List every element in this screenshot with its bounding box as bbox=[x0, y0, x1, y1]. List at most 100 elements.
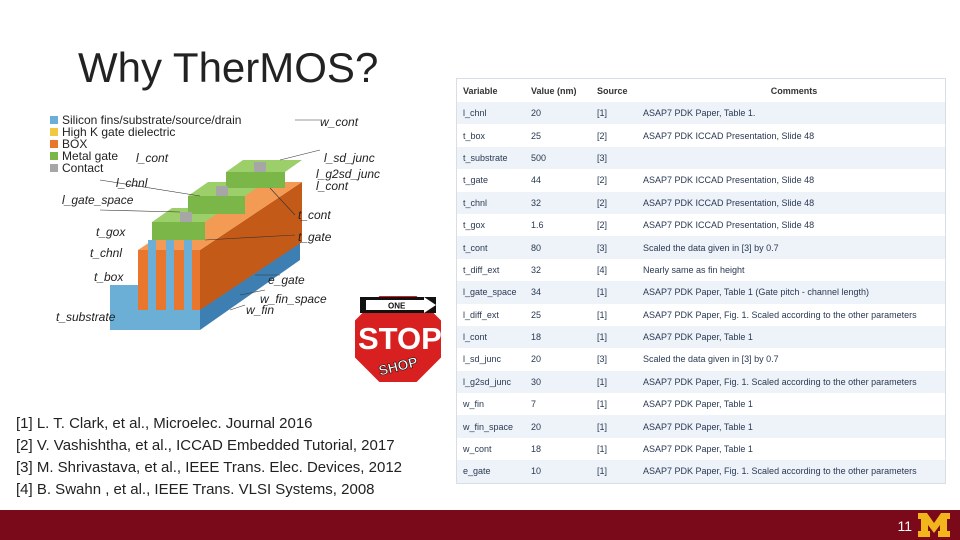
university-m-logo bbox=[918, 513, 950, 537]
label-t-gox: t_gox bbox=[96, 225, 126, 239]
cell-comments: ASAP7 PDK ICCAD Presentation, Slide 48 bbox=[643, 197, 815, 208]
cell-variable: l_sd_junc bbox=[463, 354, 502, 365]
label-l-sd-junc: l_sd_junc bbox=[324, 151, 375, 165]
cell-value: 30 bbox=[531, 376, 542, 387]
cell-variable: t_gox bbox=[463, 220, 486, 231]
cell-source: [3] bbox=[597, 242, 608, 253]
cell-value: 10 bbox=[531, 466, 542, 477]
cell-comments: Scaled the data given in [3] by 0.7 bbox=[643, 242, 779, 253]
cell-comments: Nearly same as fin height bbox=[643, 264, 745, 275]
cell-source: [1] bbox=[597, 399, 608, 410]
cell-source: [2] bbox=[597, 197, 608, 208]
cell-value: 32 bbox=[531, 264, 542, 275]
table-row: w_fin_space 20 [1] ASAP7 PDK Paper, Table 1 bbox=[457, 415, 945, 438]
cell-variable: l_g2sd_junc bbox=[463, 376, 512, 387]
cell-source: [1] bbox=[597, 376, 608, 387]
label-t-substrate: t_substrate bbox=[56, 310, 116, 324]
cell-source: [1] bbox=[597, 309, 608, 320]
stop-text: STOP bbox=[358, 321, 442, 356]
finfet-diagram: Silicon fins/substrate/source/drain High… bbox=[50, 113, 380, 330]
label-w-fin: w_fin bbox=[246, 303, 274, 317]
cell-value: 7 bbox=[531, 399, 537, 410]
cell-source: [1] bbox=[597, 421, 608, 432]
table-row: l_gate_space 34 [1] ASAP7 PDK Paper, Table … bbox=[457, 281, 945, 304]
legend-swatch-box bbox=[50, 140, 58, 148]
cell-variable: l_diff_ext bbox=[463, 309, 499, 320]
fin-1 bbox=[148, 240, 156, 310]
contact-2 bbox=[216, 186, 228, 196]
header-comments: Comments bbox=[770, 85, 818, 96]
cell-value: 20 bbox=[531, 421, 542, 432]
cell-source: [2] bbox=[597, 175, 608, 186]
table-row: t_gox 1.6 [2] ASAP7 PDK ICCAD Presentation,… bbox=[457, 214, 945, 236]
reference-3: [3] M. Shrivastava, et al., IEEE Trans. … bbox=[16, 459, 403, 476]
table-row: e_gate 10 [1] ASAP7 PDK Paper, Fig. 1. Scal… bbox=[457, 460, 945, 483]
cell-comments bbox=[637, 147, 945, 169]
table-row: l_g2sd_junc 30 [1] ASAP7 PDK Paper, Fig. 1.… bbox=[457, 370, 945, 394]
cell-value: 25 bbox=[531, 130, 542, 141]
gate-block-1 bbox=[152, 222, 205, 240]
cell-source: [1] bbox=[597, 444, 608, 455]
cell-variable: w_fin_space bbox=[463, 421, 514, 432]
stop-sign: ONE STOP SHOP bbox=[353, 294, 443, 384]
legend-label-highk: High K gate dielectric bbox=[62, 125, 175, 139]
slide-title: Why Ther​MOS? bbox=[78, 44, 379, 91]
reference-4: [4] B. Swahn , et al., IEEE Trans. VLSI … bbox=[16, 481, 375, 498]
table-row: t_diff_ext 32 [4] Nearly same as fin height bbox=[457, 259, 945, 281]
header-variable: Variable bbox=[463, 85, 498, 96]
cell-variable: l_cont bbox=[463, 332, 488, 343]
header-source: Source bbox=[597, 85, 628, 96]
cell-variable: t_gate bbox=[463, 175, 489, 186]
one-way-arrowhead bbox=[424, 297, 436, 313]
parameter-table: Variable Value (nm) Source Comments l_ch… bbox=[456, 78, 946, 484]
table-row: t_cont 80 [3] Scaled the data given in [3] … bbox=[457, 236, 945, 259]
table-row: l_chnl 20 [1] ASAP7 PDK Paper, Table 1. bbox=[457, 102, 945, 125]
box-side bbox=[200, 182, 302, 310]
one-way-arrow bbox=[366, 300, 424, 310]
cell-variable: t_box bbox=[463, 130, 486, 141]
cell-value: 34 bbox=[531, 287, 542, 298]
cell-variable: l_chnl bbox=[463, 108, 487, 119]
cell-source: [2] bbox=[597, 220, 608, 231]
legend-label-box: BOX bbox=[62, 137, 87, 151]
table-header-row: Variable Value (nm) Source Comments bbox=[457, 79, 945, 102]
label-e-gate: e_gate bbox=[268, 273, 305, 287]
cell-comments: ASAP7 PDK Paper, Table 1 bbox=[643, 444, 753, 455]
legend-swatch-contact bbox=[50, 164, 58, 172]
cell-source: [2] bbox=[597, 130, 608, 141]
label-l-cont-2: l_cont bbox=[316, 179, 349, 193]
fin-3 bbox=[184, 240, 192, 310]
cell-variable: w_cont bbox=[463, 444, 492, 455]
cell-variable: t_chnl bbox=[463, 197, 488, 208]
cell-value: 44 bbox=[531, 175, 542, 186]
cell-source: [1] bbox=[597, 466, 608, 477]
table-row: t_gate 44 [2] ASAP7 PDK ICCAD Presentation,… bbox=[457, 169, 945, 191]
legend-swatch-highk bbox=[50, 128, 58, 136]
cell-source: [3] bbox=[597, 152, 608, 163]
cell-value: 18 bbox=[531, 444, 542, 455]
cell-value: 25 bbox=[531, 309, 542, 320]
table-row: l_cont 18 [1] ASAP7 PDK Paper, Table 1 bbox=[457, 325, 945, 349]
cell-source: [4] bbox=[597, 264, 608, 275]
cell-comments: ASAP7 PDK Paper, Table 1 (Gate pitch - c… bbox=[643, 287, 869, 298]
legend-swatch-metal bbox=[50, 152, 58, 160]
legend-label-contact: Contact bbox=[62, 161, 104, 175]
cell-source: [1] bbox=[597, 108, 608, 119]
gate-block-3 bbox=[226, 172, 285, 188]
cell-value: 18 bbox=[531, 332, 542, 343]
table-row: l_sd_junc 20 [3] Scaled the data given in [… bbox=[457, 348, 945, 370]
references: [1] L. T. Clark, et al., Microelec. Jour… bbox=[16, 413, 402, 501]
legend-label-silicon: Silicon fins/substrate/source/drain bbox=[62, 113, 241, 127]
legend-swatch-silicon bbox=[50, 116, 58, 124]
cell-value: 20 bbox=[531, 108, 542, 119]
table-row: t_substrate 500 [3] bbox=[457, 146, 945, 170]
reference-1: [1] L. T. Clark, et al., Microelec. Jour… bbox=[16, 415, 313, 432]
cell-variable: t_diff_ext bbox=[463, 264, 500, 275]
table-row: w_fin 7 [1] ASAP7 PDK Paper, Table 1 bbox=[457, 393, 945, 415]
header-value: Value (nm) bbox=[531, 85, 577, 96]
cell-source: [1] bbox=[597, 287, 608, 298]
label-t-box: t_box bbox=[94, 270, 124, 284]
cell-source: [3] bbox=[597, 354, 608, 365]
cell-comments: ASAP7 PDK ICCAD Presentation, Slide 48 bbox=[643, 175, 815, 186]
cell-comments: ASAP7 PDK Paper, Table 1 bbox=[643, 399, 753, 410]
